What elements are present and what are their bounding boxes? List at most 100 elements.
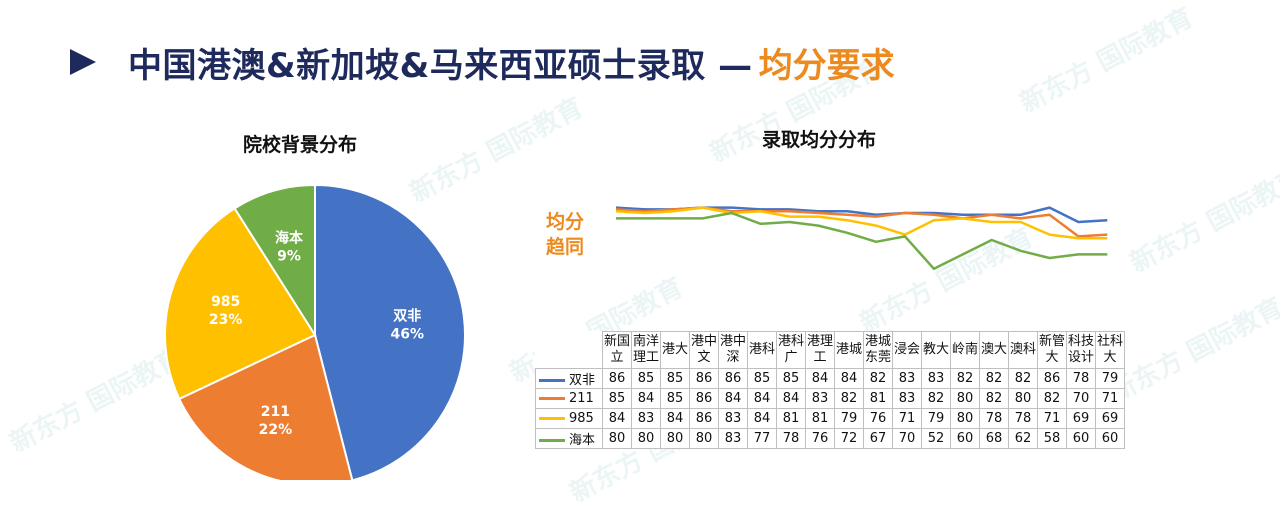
table-cell: 69 xyxy=(1066,408,1096,429)
pie-slice-label: 双非 xyxy=(393,307,421,324)
slide-title: 中国港澳&新加坡&马来西亚硕士录取 — xyxy=(128,45,753,86)
table-column-header: 社科大 xyxy=(1095,331,1125,369)
table-cell: 82 xyxy=(863,368,893,389)
table-cell: 71 xyxy=(1095,388,1125,409)
pie-slice-percent: 46% xyxy=(391,326,425,342)
table-cell: 79 xyxy=(834,408,864,429)
pie-chart-title: 院校背景分布 xyxy=(243,134,358,156)
table-row: 海本 80 80 80 80 83 77 78 76 72 67 70 52 60 68 62 58 60 60 xyxy=(535,428,1125,449)
table-column-header: 澳大 xyxy=(979,331,1009,369)
series-name: 211 xyxy=(569,391,594,406)
table-cell: 84 xyxy=(747,408,777,429)
legend-line-icon xyxy=(539,417,565,420)
series-legend-cell: 海本 xyxy=(535,428,603,449)
table-cell: 84 xyxy=(631,388,661,409)
pie-slice-percent: 9% xyxy=(277,249,301,265)
table-column-header: 新国立 xyxy=(602,331,632,369)
watermark-logo: 新东方 国际教育 xyxy=(1125,162,1280,279)
table-cell: 82 xyxy=(921,388,951,409)
play-triangle-icon xyxy=(70,49,96,75)
table-cell: 83 xyxy=(631,408,661,429)
table-cell: 80 xyxy=(1008,388,1038,409)
table-cell: 77 xyxy=(747,428,777,449)
table-cell: 83 xyxy=(892,368,922,389)
table-corner-cell xyxy=(535,331,603,369)
table-cell: 82 xyxy=(1008,368,1038,389)
table-cell: 86 xyxy=(718,368,748,389)
table-cell: 82 xyxy=(979,368,1009,389)
pie-slice-label: 985 xyxy=(211,294,240,310)
table-row: 双非 86 85 85 86 86 85 85 84 84 82 83 83 82 82 82 86 78 79 xyxy=(535,368,1125,389)
table-cell: 80 xyxy=(950,388,980,409)
pie-slice-1 xyxy=(177,333,354,480)
pie-slice-percent: 23% xyxy=(209,312,243,328)
table-cell: 82 xyxy=(1037,388,1067,409)
table-cell: 84 xyxy=(805,368,835,389)
table-column-header: 港科 xyxy=(747,331,777,369)
table-cell: 60 xyxy=(1095,428,1125,449)
series-legend-cell: 211 xyxy=(535,388,603,409)
table-cell: 52 xyxy=(921,428,951,449)
table-column-header: 澳科 xyxy=(1008,331,1038,369)
watermark-logo: 新东方 国际教育 xyxy=(1105,292,1280,409)
trend-annotation-line2: 趋同 xyxy=(545,236,584,258)
pie-slice-label: 211 xyxy=(261,404,290,420)
legend-line-icon xyxy=(539,379,565,382)
table-cell: 81 xyxy=(805,408,835,429)
series-line-985 xyxy=(615,206,1108,240)
table-cell: 72 xyxy=(834,428,864,449)
table-column-header: 教大 xyxy=(921,331,951,369)
table-cell: 68 xyxy=(979,428,1009,449)
table-cell: 69 xyxy=(1095,408,1125,429)
table-cell: 60 xyxy=(1066,428,1096,449)
table-column-header: 浸会 xyxy=(892,331,922,369)
table-cell: 78 xyxy=(776,428,806,449)
table-cell: 85 xyxy=(747,368,777,389)
table-cell: 80 xyxy=(660,428,690,449)
table-cell: 67 xyxy=(863,428,893,449)
table-cell: 86 xyxy=(1037,368,1067,389)
pie-slice-percent: 22% xyxy=(259,422,293,438)
trend-annotation-line1: 均分 xyxy=(545,211,584,233)
table-cell: 83 xyxy=(892,388,922,409)
table-cell: 71 xyxy=(1037,408,1067,429)
table-cell: 81 xyxy=(863,388,893,409)
table-cell: 76 xyxy=(805,428,835,449)
pie-slice-label: 海本 xyxy=(275,230,304,247)
table-cell: 84 xyxy=(776,388,806,409)
table-cell: 83 xyxy=(718,408,748,429)
series-name: 双非 xyxy=(569,373,596,388)
pie-slice-2 xyxy=(164,206,317,401)
table-cell: 70 xyxy=(892,428,922,449)
table-cell: 84 xyxy=(718,388,748,409)
table-cell: 84 xyxy=(602,408,632,429)
table-cell: 86 xyxy=(689,368,719,389)
legend-line-icon xyxy=(539,397,565,400)
table-cell: 85 xyxy=(660,388,690,409)
table-column-header: 岭南 xyxy=(950,331,980,369)
table-cell: 71 xyxy=(892,408,922,429)
line-chart-title: 录取均分分布 xyxy=(762,129,877,151)
legend-line-icon xyxy=(539,439,565,442)
table-cell: 80 xyxy=(950,408,980,429)
pie-slice-0 xyxy=(314,183,466,480)
table-cell: 80 xyxy=(602,428,632,449)
table-column-header: 港中文 xyxy=(689,331,719,369)
table-cell: 78 xyxy=(979,408,1009,429)
table-cell: 85 xyxy=(631,368,661,389)
table-cell: 78 xyxy=(1008,408,1038,429)
trend-annotation: 均分 趋同 xyxy=(541,210,589,260)
series-legend-cell: 985 xyxy=(535,408,603,429)
pie-chart: 双非 46% 211 22% 985 23% 海本 9% xyxy=(164,183,466,480)
table-column-header: 新管大 xyxy=(1037,331,1067,369)
table-cell: 78 xyxy=(1066,368,1096,389)
table-cell: 84 xyxy=(834,368,864,389)
table-cell: 82 xyxy=(834,388,864,409)
table-cell: 58 xyxy=(1037,428,1067,449)
pie-slice-3 xyxy=(233,183,316,339)
table-column-header: 港理工 xyxy=(805,331,835,369)
series-name: 985 xyxy=(569,411,594,426)
table-column-header: 科技 设计 xyxy=(1066,331,1096,369)
table-column-header: 南洋 理工 xyxy=(631,331,661,369)
slide-header: 中国港澳&新加坡&马来西亚硕士录取 — 均分要求 xyxy=(70,40,895,86)
